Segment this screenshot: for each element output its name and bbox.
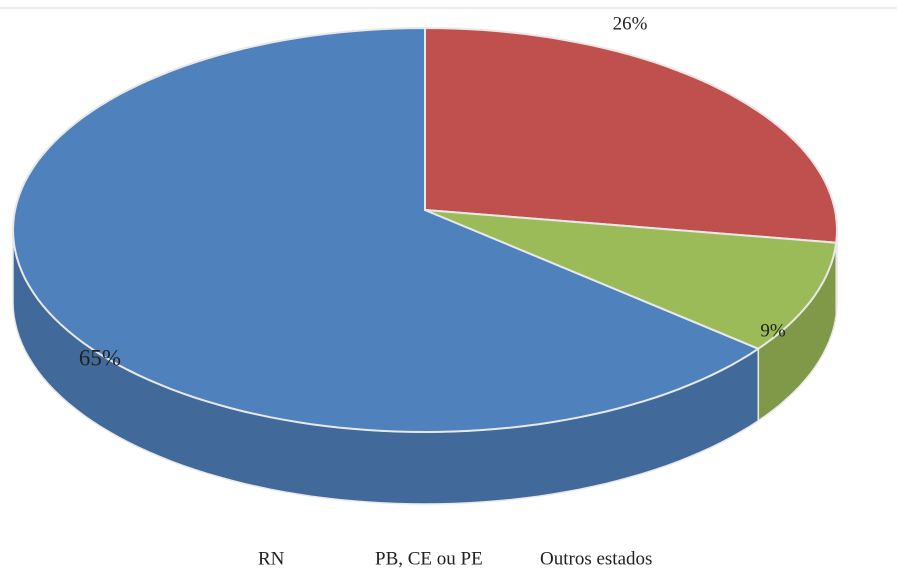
legend-entry: Outros estados bbox=[540, 548, 652, 569]
data-label: 65% bbox=[79, 345, 121, 370]
pie-slice bbox=[424, 209, 838, 350]
data-label: 9% bbox=[760, 320, 786, 341]
data-label: 26% bbox=[613, 13, 648, 34]
pie-slice bbox=[424, 26, 839, 244]
pie-slice bbox=[11, 26, 761, 434]
legend-entry: RN bbox=[258, 548, 285, 569]
legend-entry: PB, CE ou PE bbox=[375, 548, 483, 569]
